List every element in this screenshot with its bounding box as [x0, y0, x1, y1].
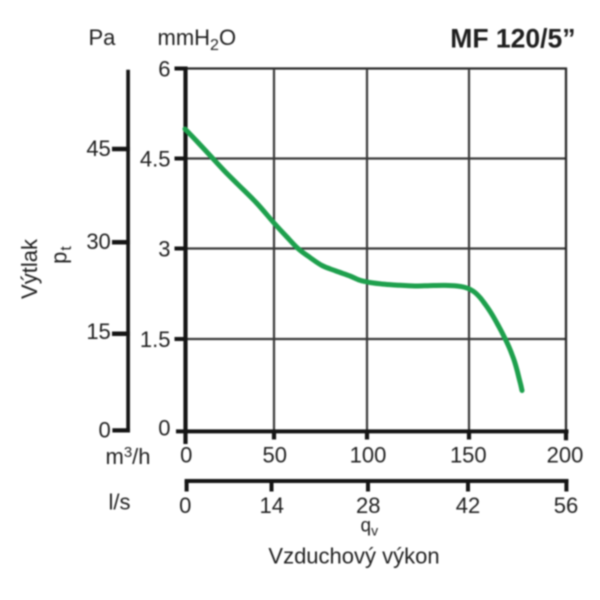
svg-text:Vzduchový výkon: Vzduchový výkon [268, 544, 439, 569]
svg-text:42: 42 [456, 493, 480, 518]
svg-text:30: 30 [86, 229, 110, 254]
svg-text:150: 150 [450, 442, 487, 467]
svg-text:15: 15 [86, 319, 110, 344]
svg-text:Pa: Pa [89, 25, 117, 50]
svg-text:28: 28 [356, 493, 380, 518]
svg-text:mmH2O: mmH2O [158, 25, 237, 54]
svg-text:3: 3 [158, 237, 170, 262]
svg-text:56: 56 [554, 493, 578, 518]
svg-text:200: 200 [547, 442, 584, 467]
svg-text:l/s: l/s [109, 490, 131, 515]
svg-text:45: 45 [86, 136, 110, 161]
svg-text:1.5: 1.5 [140, 327, 171, 352]
svg-text:MF 120/5”: MF 120/5” [450, 24, 575, 54]
svg-text:6: 6 [158, 57, 170, 82]
svg-text:0: 0 [180, 442, 192, 467]
svg-text:0: 0 [179, 493, 191, 518]
svg-text:50: 50 [263, 442, 287, 467]
svg-text:0: 0 [158, 416, 170, 441]
svg-text:Výtlak: Výtlak [17, 238, 42, 299]
svg-text:14: 14 [260, 493, 284, 518]
svg-text:0: 0 [99, 417, 111, 442]
svg-text:100: 100 [350, 442, 387, 467]
svg-text:4.5: 4.5 [140, 147, 171, 172]
